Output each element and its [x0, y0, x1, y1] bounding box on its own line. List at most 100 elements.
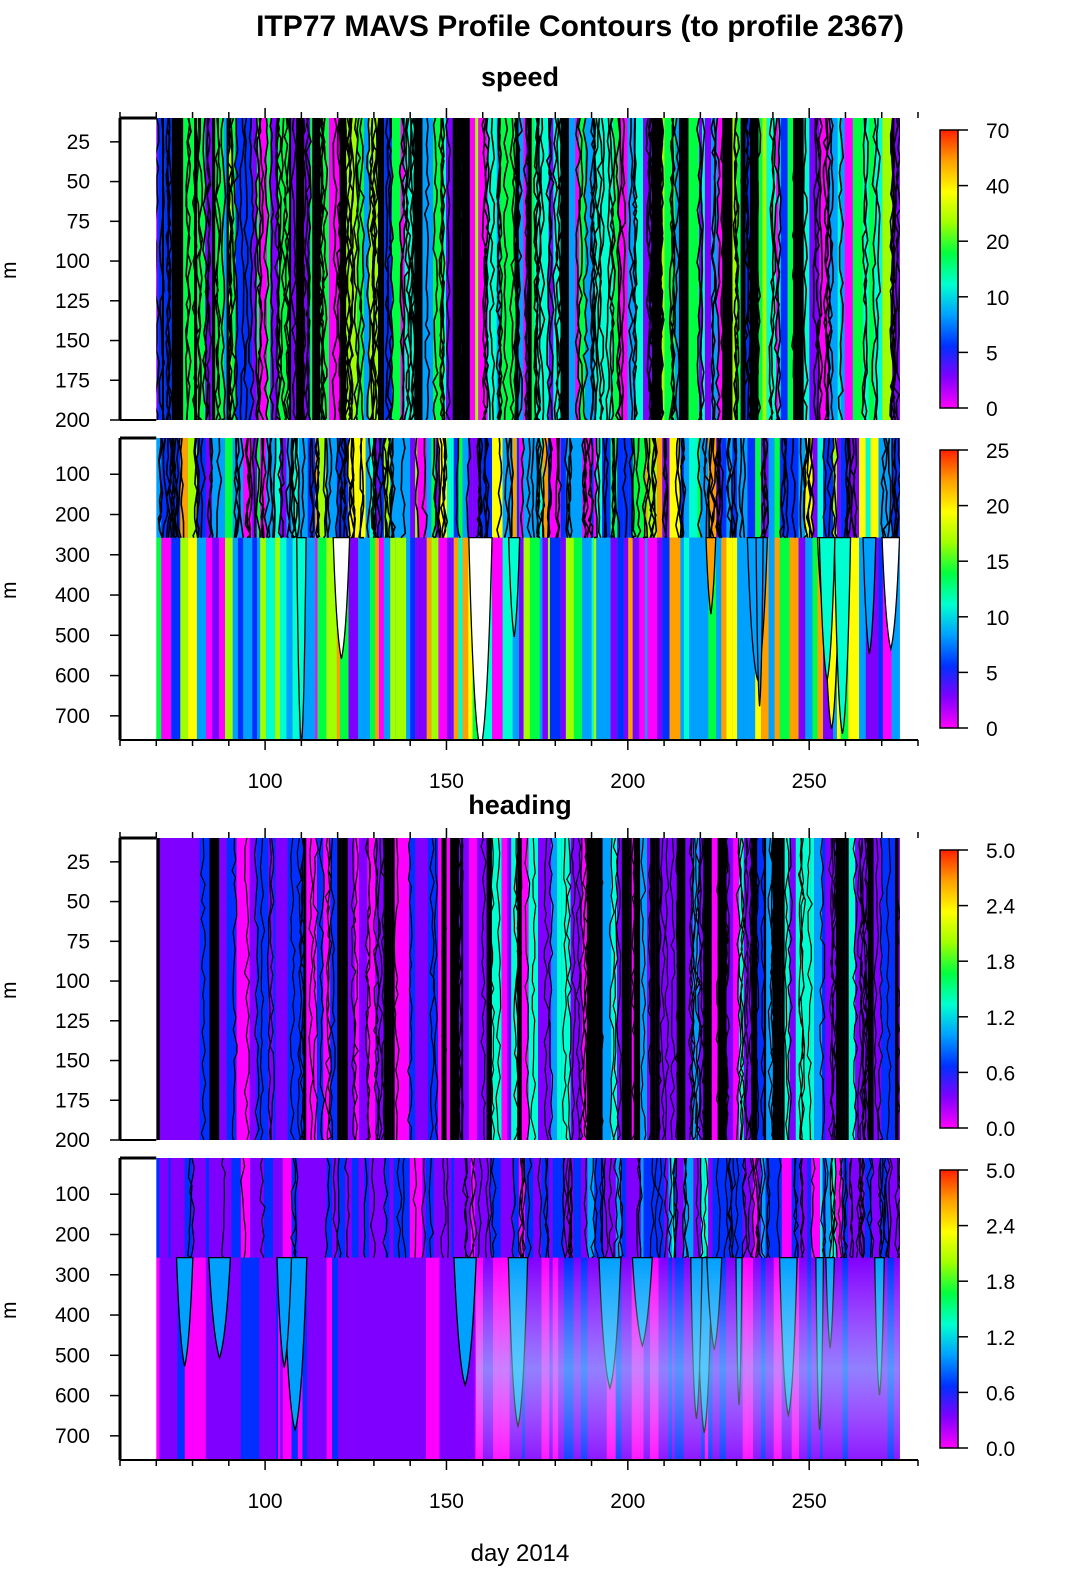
heatmap-stripe	[461, 118, 470, 420]
heatmap-stripe	[547, 438, 550, 538]
heatmap-stripe	[273, 1257, 276, 1460]
x-tick-label: 250	[792, 1490, 827, 1513]
heatmap-stripe	[704, 118, 712, 420]
heatmap-stripe	[341, 838, 348, 1140]
heatmap-stripe	[836, 838, 846, 1140]
heatmap-stripe	[171, 537, 178, 740]
speed-section-title: speed	[480, 62, 560, 92]
heatmap-stripe	[491, 838, 502, 1140]
heatmap-stripe	[459, 838, 462, 1140]
colorbar-tick-label: 5	[986, 342, 998, 365]
heatmap-stripe	[807, 1158, 812, 1258]
heatmap-stripe	[890, 838, 895, 1140]
heatmap-stripe	[805, 537, 813, 740]
heatmap-stripe	[425, 1257, 434, 1460]
heatmap-stripe	[882, 537, 892, 740]
heatmap-stripe	[848, 537, 860, 740]
heatmap-stripe	[551, 838, 558, 1140]
y-tick-label: 50	[67, 891, 90, 914]
heatmap-stripe	[447, 438, 452, 538]
heatmap-stripe	[573, 537, 583, 740]
heatmap-stripe	[451, 537, 454, 740]
y-tick-label: 200	[55, 504, 90, 527]
heatmap-stripe	[475, 118, 479, 420]
heatmap-stripe	[732, 537, 738, 740]
heatmap-stripe	[177, 838, 184, 1140]
heatmap-stripe	[378, 537, 384, 740]
heatmap-stripe	[297, 1158, 303, 1258]
heatmap-stripe	[369, 1257, 377, 1460]
heatmap-stripe	[688, 118, 700, 420]
heatmap-stripe	[585, 118, 595, 420]
heatmap-stripe	[795, 838, 806, 1140]
heatmap-stripe	[754, 118, 759, 420]
contour-feature	[862, 537, 877, 655]
heatmap-stripe	[582, 537, 592, 740]
heatmap-stripe	[451, 1158, 454, 1258]
colorbar-tick-label: 5.0	[986, 840, 1015, 863]
heatmap-stripe	[871, 1158, 875, 1258]
y-tick-label: 200	[55, 1129, 90, 1152]
heatmap-stripe	[623, 438, 629, 538]
heatmap-stripe	[643, 1158, 650, 1258]
contour-feature	[175, 1257, 194, 1367]
heatmap-stripe	[319, 1158, 327, 1258]
heatmap-stripe	[711, 838, 718, 1140]
heatmap-stripe	[219, 438, 226, 538]
heatmap-stripe	[275, 1257, 279, 1460]
heatmap-stripe	[840, 438, 849, 538]
heatmap-stripe	[596, 537, 603, 740]
heatmap-stripe	[176, 118, 184, 420]
heatmap-stripe	[431, 438, 436, 538]
heatmap-stripe	[332, 1257, 339, 1460]
heatmap-stripe	[594, 1158, 600, 1258]
heatmap-stripe	[390, 537, 396, 740]
heatmap-stripe	[822, 838, 826, 1140]
y-tick-label: 600	[55, 1385, 90, 1408]
heatmap-stripe	[232, 838, 237, 1140]
heatmap-stripe	[317, 438, 327, 538]
x-tick-label: 200	[610, 770, 645, 793]
heatmap-stripe	[859, 438, 866, 538]
heatmap-stripe	[356, 118, 364, 420]
heatmap-stripe	[591, 537, 594, 740]
heatmap-stripe	[701, 1158, 705, 1258]
heatmap-stripe	[172, 838, 178, 1140]
heatmap-stripe	[170, 1257, 178, 1460]
colorbar-tick-label: 40	[986, 176, 1009, 199]
heatmap-stripe	[220, 118, 224, 420]
heatmap-stripe	[565, 537, 574, 740]
heatmap-stripe	[593, 537, 597, 740]
heatmap-stripe	[639, 438, 646, 538]
heatmap-stripe	[848, 838, 856, 1140]
heatmap-stripe	[424, 838, 428, 1140]
heatmap-stripe	[626, 1158, 632, 1258]
y-tick-label: 175	[55, 369, 90, 392]
y-tick-label: 500	[55, 624, 90, 647]
heatmap-stripe	[302, 1158, 308, 1258]
heatmap-stripe	[523, 438, 530, 538]
heatmap-stripe	[211, 1257, 220, 1460]
heatmap-stripe	[391, 118, 401, 420]
heatmap-stripe	[236, 838, 241, 1140]
heatmap-stripe	[458, 438, 463, 538]
heatmap-stripe	[225, 438, 233, 538]
heatmap-stripe	[852, 118, 864, 420]
heatmap-stripe	[697, 438, 701, 538]
heatmap-stripe	[560, 537, 566, 740]
heatmap-stripe	[635, 118, 644, 420]
heatmap-stripe	[611, 838, 618, 1140]
heatmap-stripe	[364, 1158, 370, 1258]
heatmap-stripe	[393, 1257, 401, 1460]
y-tick-label: 600	[55, 665, 90, 688]
x-tick-label: 100	[248, 1490, 283, 1513]
heatmap-stripe	[878, 438, 883, 538]
heatmap-stripe	[774, 438, 780, 538]
heatmap-stripe	[280, 1257, 283, 1460]
heatmap-stripe	[586, 838, 597, 1140]
heatmap-stripe	[260, 537, 267, 740]
colorbar-tick-label: 1.8	[986, 1271, 1015, 1294]
figure-title: ITP77 MAVS Profile Contours (to profile …	[256, 10, 904, 43]
heatmap-stripe	[177, 438, 181, 538]
heatmap-stripe	[237, 537, 244, 740]
